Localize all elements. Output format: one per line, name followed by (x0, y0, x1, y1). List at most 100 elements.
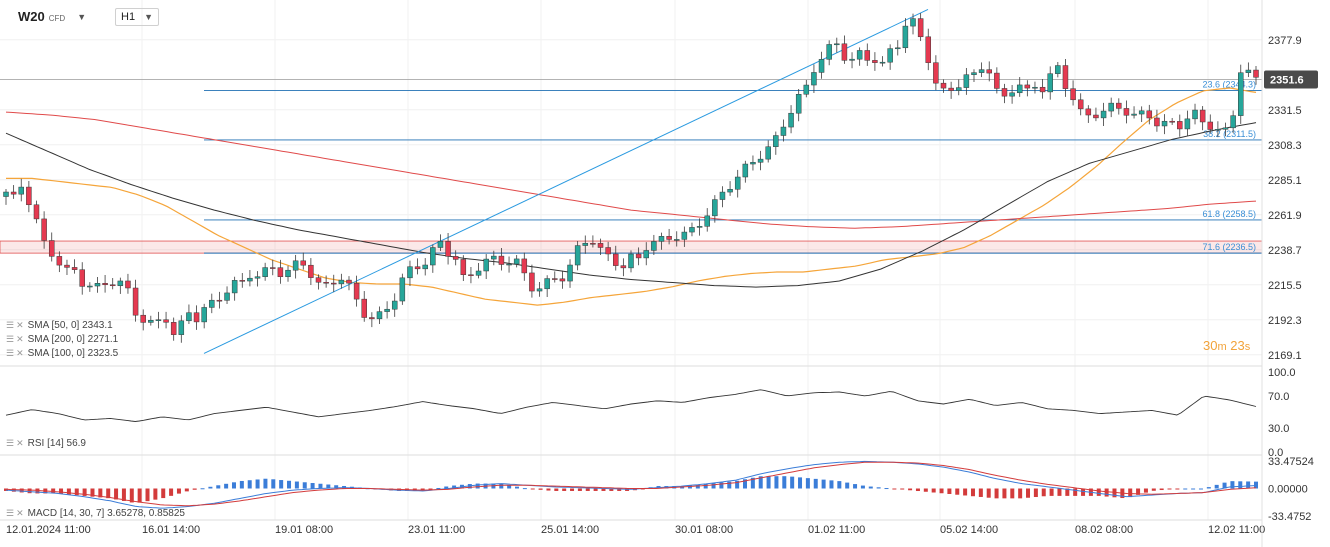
settings-icon[interactable]: ☰ (6, 508, 15, 518)
close-icon[interactable]: ✕ (16, 438, 24, 448)
macd-histogram-bar (939, 488, 944, 494)
candle-bull (224, 292, 230, 301)
macd-histogram-bar (955, 488, 960, 495)
macd-histogram-bar (145, 488, 150, 502)
candle-bull (247, 277, 253, 282)
candle-bear (48, 240, 55, 257)
price-tick-label: 2261.9 (1268, 210, 1302, 222)
candle-bear (56, 256, 63, 266)
close-icon[interactable]: ✕ (16, 320, 24, 330)
macd-histogram-bar (609, 488, 614, 491)
macd-histogram-bar (1128, 488, 1133, 498)
macd-histogram-bar (169, 488, 174, 496)
macd-histogram-bar (876, 487, 881, 489)
candle-bull (757, 158, 764, 163)
macd-histogram-bar (176, 488, 181, 494)
macd-histogram-bar (1073, 488, 1078, 496)
candle-bull (391, 300, 398, 310)
chevron-down-icon[interactable]: ▼ (77, 11, 87, 22)
rsi-tick-label: 100.0 (1268, 367, 1296, 379)
candle-countdown: 30m 23s (1203, 338, 1251, 353)
candle-bull (673, 239, 680, 241)
timeframe-selector[interactable]: H1 ▼ (115, 8, 159, 26)
macd-histogram-bar (884, 488, 889, 490)
macd-histogram-bar (577, 488, 582, 491)
candle-bull (338, 279, 345, 285)
macd-histogram-bar (247, 480, 252, 489)
price-tick-label: 2285.1 (1268, 175, 1302, 187)
candle-bear (323, 282, 329, 284)
macd-histogram-bar (703, 483, 708, 489)
indicator-sma100: ☰ ✕ SMA [100, 0] 2323.5 (6, 348, 118, 359)
macd-histogram-bar (475, 483, 480, 489)
close-icon[interactable]: ✕ (16, 334, 24, 344)
candle-bull (536, 288, 543, 292)
macd-histogram-bar (719, 482, 724, 489)
candle-bear (1123, 108, 1130, 116)
price-tick-label: 2377.9 (1268, 35, 1302, 47)
macd-histogram-bar (853, 484, 858, 489)
settings-icon[interactable]: ☰ (6, 334, 15, 344)
macd-histogram-bar (326, 484, 331, 489)
close-icon[interactable]: ✕ (16, 508, 24, 518)
close-icon[interactable]: ✕ (16, 348, 24, 358)
macd-histogram-bar (860, 485, 865, 489)
candle-bull (567, 264, 573, 282)
candle-bear (300, 260, 307, 266)
moving-averages (5, 87, 1257, 306)
macd-histogram-bar (593, 488, 598, 491)
candle-bear (26, 186, 32, 206)
macd-histogram-bar (538, 488, 543, 490)
candle-bull (795, 94, 802, 114)
macd-histogram-bar (153, 488, 158, 500)
macd-histogram-bar (1096, 488, 1101, 496)
candle-bear (925, 36, 932, 63)
macd-histogram-bar (522, 488, 527, 490)
candle-bear (41, 218, 47, 241)
settings-icon[interactable]: ☰ (6, 320, 15, 330)
candle-bear (1207, 121, 1214, 130)
macd-histogram-bar (931, 488, 936, 493)
chevron-down-icon[interactable]: ▼ (144, 12, 153, 22)
candle-bull (887, 48, 893, 63)
candle-bull (376, 311, 383, 320)
fib-level-label: 38.2 (2311.5) (1203, 129, 1256, 139)
candle-bear (933, 62, 939, 84)
candle-bull (719, 191, 726, 200)
candle-bear (460, 259, 467, 275)
candle-bear (369, 317, 375, 320)
candle-bear (666, 236, 672, 240)
price-tick-label: 2331.5 (1268, 105, 1302, 117)
macd-histogram-bar (805, 478, 810, 489)
symbol-selector[interactable]: W20 CFD ▼ (18, 9, 86, 24)
candle-bull (186, 312, 192, 322)
macd-histogram-bar (758, 476, 763, 489)
settings-icon[interactable]: ☰ (6, 348, 15, 358)
macd-histogram-bar (444, 486, 449, 489)
candle-bull (117, 280, 124, 287)
candle-bull (1215, 129, 1221, 131)
sma200-line (5, 111, 1257, 229)
macd-histogram-bar (129, 488, 134, 503)
candle-bear (1001, 88, 1008, 97)
sma50-line (6, 87, 1257, 306)
candle-bear (620, 265, 627, 269)
candle-bear (315, 277, 322, 283)
macd-histogram-bar (1081, 488, 1086, 496)
macd-histogram-bar (1222, 482, 1227, 489)
candle-bull (902, 25, 909, 49)
macd-histogram-bar (1143, 488, 1148, 493)
candle-bull (1238, 72, 1244, 116)
candle-bull (765, 146, 771, 160)
settings-icon[interactable]: ☰ (6, 438, 15, 448)
candle-bull (727, 189, 733, 193)
macd-histogram-bar (900, 488, 905, 490)
symbol-name: W20 (18, 9, 45, 24)
candle-bull (1161, 120, 1168, 127)
time-tick-label: 12.02 11:00 (1208, 524, 1265, 536)
macd-histogram-bar (735, 480, 740, 489)
trendline[interactable] (203, 9, 929, 354)
candle-bear (163, 319, 169, 323)
candle-bear (521, 258, 528, 274)
